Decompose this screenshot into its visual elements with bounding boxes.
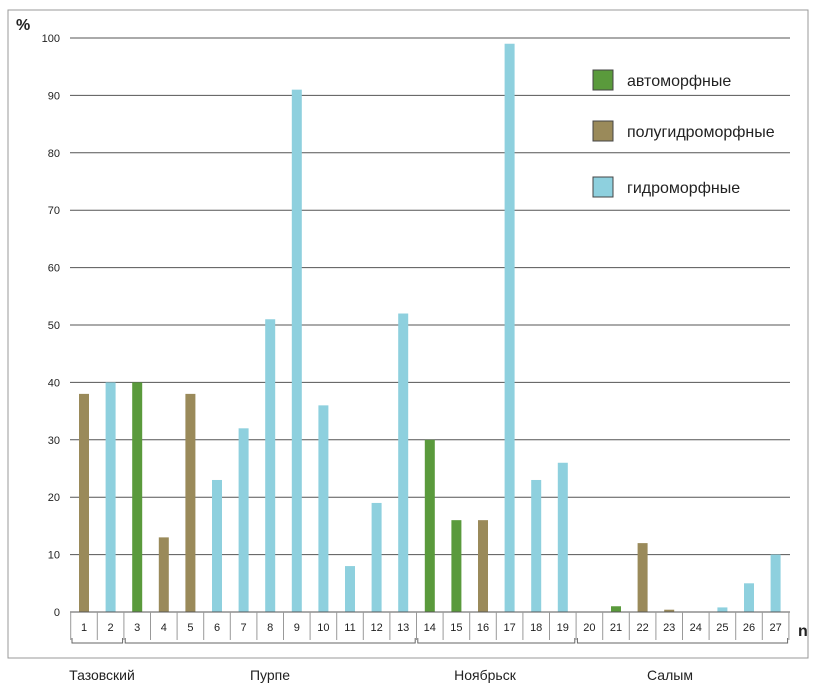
bar-9 bbox=[291, 89, 302, 612]
x-tick-label-13: 13 bbox=[397, 622, 409, 634]
x-tick-label-8: 8 bbox=[267, 622, 273, 634]
x-tick-label-20: 20 bbox=[583, 622, 595, 634]
bar-2 bbox=[105, 382, 116, 612]
group-bracket-2 bbox=[417, 638, 576, 644]
x-tick-label-12: 12 bbox=[370, 622, 382, 634]
x-tick-label-27: 27 bbox=[769, 622, 781, 634]
bar-13 bbox=[398, 313, 409, 612]
legend-swatch-1 bbox=[592, 120, 614, 142]
y-tick-label-40: 40 bbox=[48, 377, 60, 389]
x-tick-label-21: 21 bbox=[610, 622, 622, 634]
bar-7 bbox=[238, 428, 249, 612]
bars bbox=[79, 43, 781, 613]
bar-5 bbox=[185, 393, 196, 612]
y-tick-label-20: 20 bbox=[48, 492, 60, 504]
x-tick-label-24: 24 bbox=[690, 622, 702, 634]
legend: автоморфные полугидроморфные гидроморфные bbox=[592, 69, 775, 198]
legend-swatch-2 bbox=[592, 176, 614, 198]
bar-26 bbox=[744, 583, 754, 612]
legend-label-0: автоморфные bbox=[627, 73, 731, 90]
y-axis-ticks: 0 10 20 30 40 50 60 70 80 90 100 bbox=[42, 33, 60, 619]
bar-16 bbox=[478, 520, 488, 612]
bar-23 bbox=[664, 609, 675, 612]
bar-27 bbox=[770, 554, 781, 612]
y-tick-label-100: 100 bbox=[42, 33, 60, 45]
x-tick-label-3: 3 bbox=[134, 622, 140, 634]
x-tick-label-9: 9 bbox=[294, 622, 300, 634]
x-tick-label-10: 10 bbox=[317, 622, 329, 634]
group-label-3: Салым bbox=[647, 667, 693, 683]
bar-19 bbox=[557, 462, 568, 612]
bar-22 bbox=[637, 543, 648, 612]
bar-3 bbox=[132, 382, 143, 612]
group-label-1: Пурпе bbox=[250, 667, 290, 683]
bar-14 bbox=[424, 439, 435, 612]
bar-8 bbox=[265, 319, 276, 612]
x-tick-label-26: 26 bbox=[743, 622, 755, 634]
y-tick-label-70: 70 bbox=[48, 205, 60, 217]
bar-21 bbox=[611, 606, 621, 612]
bar-11 bbox=[345, 566, 355, 612]
bar-10 bbox=[318, 405, 329, 612]
bar-18 bbox=[531, 479, 542, 612]
x-tick-label-4: 4 bbox=[161, 622, 167, 634]
x-axis: 1 2 3 4 5 6 7 8 9 10 11 12 13 14 15 16 17 18 19 20 21 22 23 24 2… bbox=[70, 611, 790, 640]
y-tick-label-90: 90 bbox=[48, 90, 60, 102]
group-bracket-3 bbox=[576, 638, 789, 644]
x-tick-label-16: 16 bbox=[477, 622, 489, 634]
x-tick-label-7: 7 bbox=[241, 622, 247, 634]
x-axis-label: n bbox=[798, 623, 808, 640]
y-tick-label-0: 0 bbox=[54, 607, 60, 619]
y-tick-label-50: 50 bbox=[48, 320, 60, 332]
x-tick-label-14: 14 bbox=[424, 622, 436, 634]
x-tick-label-6: 6 bbox=[214, 622, 220, 634]
chart-frame bbox=[7, 9, 809, 659]
bar-17 bbox=[504, 43, 515, 613]
legend-label-2: гидроморфные bbox=[627, 180, 740, 197]
bar-15 bbox=[451, 520, 462, 612]
x-tick-label-17: 17 bbox=[503, 622, 515, 634]
x-tick-label-22: 22 bbox=[636, 622, 648, 634]
x-tick-label-5: 5 bbox=[187, 622, 193, 634]
group-brackets: Тазовский Пурпе Ноябрьск Салым bbox=[69, 638, 789, 683]
x-tick-label-15: 15 bbox=[450, 622, 462, 634]
bar-12 bbox=[371, 502, 382, 612]
bar-4 bbox=[158, 537, 169, 612]
x-tick-label-19: 19 bbox=[557, 622, 569, 634]
y-axis-label: % bbox=[16, 17, 30, 34]
y-tick-label-10: 10 bbox=[48, 550, 60, 562]
x-tick-label-18: 18 bbox=[530, 622, 542, 634]
group-bracket-0 bbox=[71, 638, 124, 644]
y-tick-label-80: 80 bbox=[48, 148, 60, 160]
x-tick-label-2: 2 bbox=[108, 622, 114, 634]
bar-6 bbox=[212, 479, 222, 612]
legend-label-1: полугидроморфные bbox=[627, 124, 775, 141]
x-tick-label-25: 25 bbox=[716, 622, 728, 634]
y-tick-label-30: 30 bbox=[48, 435, 60, 447]
x-tick-label-23: 23 bbox=[663, 622, 675, 634]
group-label-2: Ноябрьск bbox=[454, 667, 517, 683]
group-label-0: Тазовский bbox=[69, 667, 135, 683]
x-tick-label-1: 1 bbox=[81, 622, 87, 634]
legend-swatch-0 bbox=[592, 69, 614, 91]
group-bracket-1 bbox=[124, 638, 416, 644]
bar-1 bbox=[79, 393, 89, 612]
x-tick-label-11: 11 bbox=[344, 622, 355, 634]
y-tick-label-60: 60 bbox=[48, 263, 60, 275]
bar-25 bbox=[717, 607, 728, 612]
